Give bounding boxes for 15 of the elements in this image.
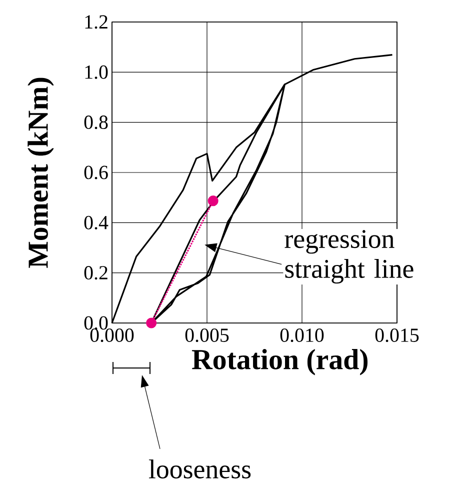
- x-tick-label: 0.000: [90, 328, 134, 342]
- annotation: regression straight line: [284, 230, 414, 284]
- x-tick-label: 0.015: [375, 328, 419, 342]
- y-tick-label: 0.8: [84, 116, 108, 130]
- y-tick-label: 1.2: [85, 15, 108, 29]
- y-tick-label: 0.6: [84, 166, 108, 180]
- y-tick-label: 1.0: [85, 65, 108, 79]
- x-axis-title: Rotation (rad): [192, 349, 368, 376]
- y-axis-title: Moment (kNm): [28, 78, 54, 268]
- x-tick-label: 0.005: [185, 328, 229, 342]
- y-tick-label: 0.0: [84, 316, 108, 330]
- y-tick-label: 0.2: [84, 266, 108, 280]
- text: looseness: [148, 460, 251, 478]
- x-tick-label: 0.010: [280, 328, 324, 342]
- y-tick-label: 0.4: [84, 216, 108, 230]
